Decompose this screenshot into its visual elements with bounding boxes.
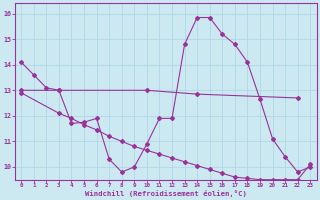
X-axis label: Windchill (Refroidissement éolien,°C): Windchill (Refroidissement éolien,°C) <box>85 190 247 197</box>
